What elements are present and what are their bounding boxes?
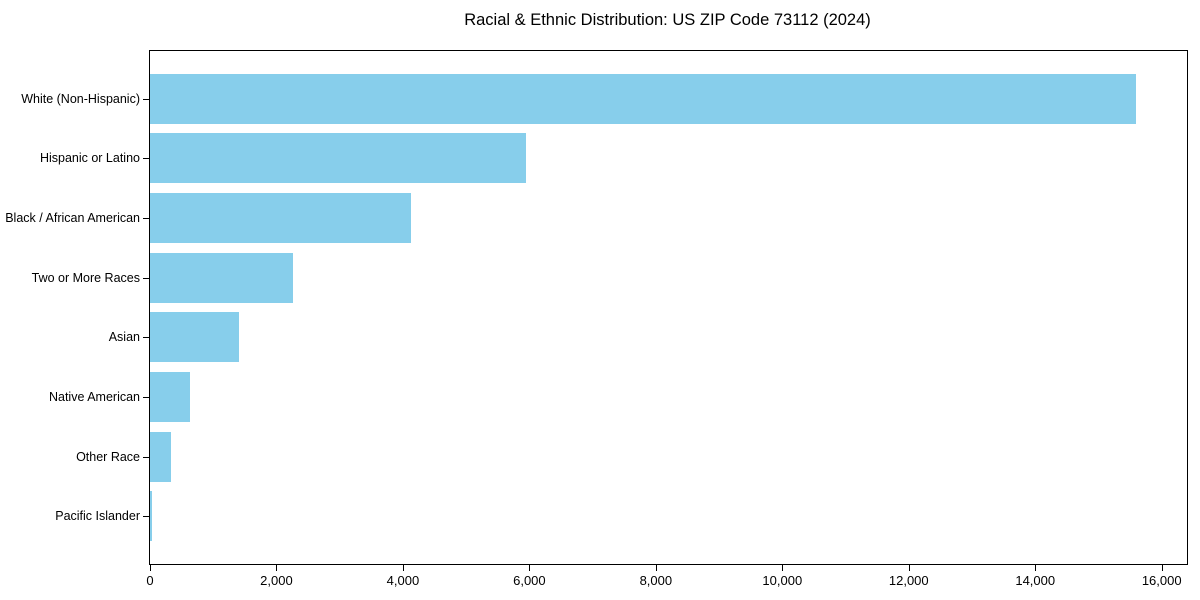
bar [150, 371, 191, 422]
x-tick-mark [276, 565, 278, 571]
x-tick-mark [1035, 565, 1037, 571]
y-tick-label: Pacific Islander [55, 509, 140, 524]
y-tick-mark [143, 218, 149, 220]
x-tick-label: 4,000 [386, 573, 420, 588]
y-tick-mark [143, 337, 149, 339]
bar [150, 252, 293, 303]
x-tick-mark [655, 565, 657, 571]
y-tick-mark [143, 396, 149, 398]
x-tick-mark [782, 565, 784, 571]
y-tick-label: Native American [48, 389, 140, 404]
bar [150, 312, 239, 363]
x-tick-mark [908, 565, 910, 571]
y-tick-mark [143, 456, 149, 458]
x-tick-label: 10,000 [762, 573, 803, 588]
y-tick-mark [143, 98, 149, 100]
x-tick-mark [1161, 565, 1163, 571]
x-tick-label: 14,000 [1015, 573, 1056, 588]
x-tick-label: 8,000 [639, 573, 673, 588]
bar [150, 491, 152, 542]
x-tick-mark [150, 565, 151, 571]
bar [150, 133, 527, 184]
chart-title: Racial & Ethnic Distribution: US ZIP Cod… [464, 11, 871, 29]
y-tick-label: White (Non-Hispanic) [21, 91, 140, 106]
x-tick-label: 12,000 [888, 573, 929, 588]
y-tick-label: Other Race [76, 449, 140, 464]
plot-area: White (Non-Hispanic) Hispanic or Latino Bl… [5, 50, 1188, 588]
x-tick-label: 16,000 [1141, 573, 1182, 588]
bar [150, 73, 1136, 124]
y-tick-label: Black / African American [5, 211, 140, 226]
x-tick-mark [529, 565, 531, 571]
y-tick-mark [143, 158, 149, 160]
y-tick-mark [143, 277, 149, 279]
x-tick-label: 2,000 [260, 573, 293, 588]
x-tick-label: 6,000 [513, 573, 546, 588]
bar [150, 431, 171, 482]
x-tick-label: 0 [146, 573, 154, 588]
bar [150, 193, 412, 244]
y-tick-label: Hispanic or Latino [39, 151, 140, 166]
y-tick-label: Asian [108, 330, 140, 345]
y-tick-mark [143, 516, 149, 518]
y-tick-label: Two or More Races [31, 270, 140, 285]
x-tick-mark [402, 565, 404, 571]
